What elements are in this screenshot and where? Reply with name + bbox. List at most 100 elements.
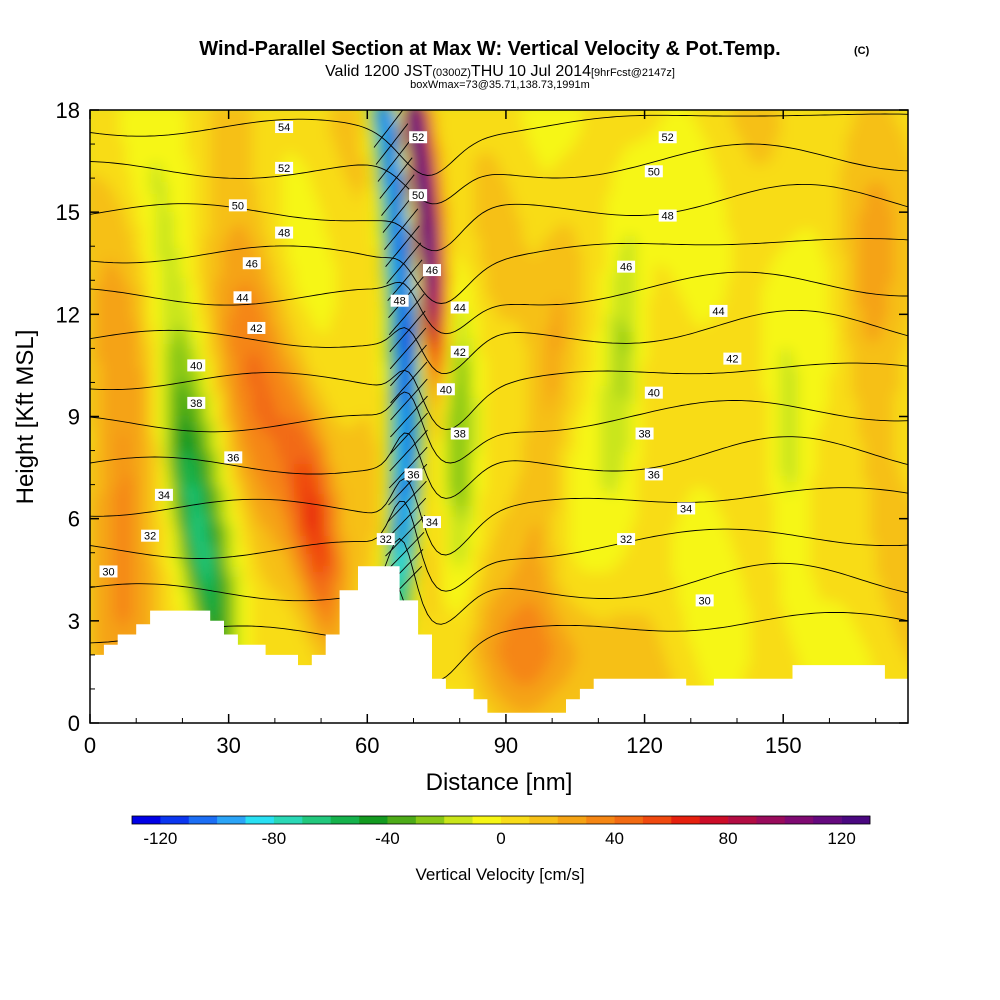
field-cell bbox=[216, 278, 223, 285]
field-cell bbox=[288, 236, 295, 243]
field-cell bbox=[894, 146, 901, 153]
field-cell bbox=[384, 128, 391, 135]
field-cell bbox=[816, 242, 823, 249]
field-cell bbox=[594, 272, 601, 279]
field-cell bbox=[522, 290, 529, 297]
field-cell bbox=[894, 254, 901, 261]
field-cell bbox=[744, 170, 751, 177]
field-cell bbox=[330, 188, 337, 195]
field-cell bbox=[684, 164, 691, 171]
field-cell bbox=[174, 170, 181, 177]
field-cell bbox=[696, 212, 703, 219]
field-cell bbox=[720, 284, 727, 291]
field-cell bbox=[186, 188, 193, 195]
field-cell bbox=[198, 128, 205, 135]
field-cell bbox=[336, 272, 343, 279]
field-cell bbox=[264, 116, 271, 123]
field-cell bbox=[864, 194, 871, 201]
field-cell bbox=[576, 278, 583, 285]
field-cell bbox=[864, 122, 871, 129]
field-cell bbox=[822, 314, 829, 321]
field-cell bbox=[564, 194, 571, 201]
field-cell bbox=[480, 284, 487, 291]
field-cell bbox=[390, 164, 397, 171]
field-cell bbox=[108, 284, 115, 291]
field-cell bbox=[762, 176, 769, 183]
field-cell bbox=[264, 128, 271, 135]
field-cell bbox=[162, 284, 169, 291]
field-cell bbox=[372, 218, 379, 225]
field-cell bbox=[870, 290, 877, 297]
field-cell bbox=[90, 308, 97, 315]
field-cell bbox=[648, 230, 655, 237]
field-cell bbox=[120, 248, 127, 255]
field-cell bbox=[870, 284, 877, 291]
field-cell bbox=[156, 170, 163, 177]
field-cell bbox=[498, 242, 505, 249]
field-cell bbox=[582, 116, 589, 123]
field-cell bbox=[570, 194, 577, 201]
field-cell bbox=[828, 170, 835, 177]
field-cell bbox=[606, 188, 613, 195]
field-cell bbox=[114, 290, 121, 297]
field-cell bbox=[426, 290, 433, 297]
field-cell bbox=[300, 134, 307, 141]
field-cell bbox=[912, 242, 919, 249]
field-cell bbox=[552, 212, 559, 219]
field-cell bbox=[168, 206, 175, 213]
field-cell bbox=[180, 176, 187, 183]
field-cell bbox=[270, 296, 277, 303]
field-cell bbox=[174, 260, 181, 267]
field-cell bbox=[102, 308, 109, 315]
field-cell bbox=[678, 212, 685, 219]
field-cell bbox=[618, 314, 625, 321]
field-cell bbox=[192, 284, 199, 291]
field-cell bbox=[756, 314, 763, 321]
field-cell bbox=[330, 206, 337, 213]
field-cell bbox=[504, 128, 511, 135]
field-cell bbox=[138, 146, 145, 153]
field-cell bbox=[390, 122, 397, 129]
field-cell bbox=[564, 224, 571, 231]
field-cell bbox=[588, 296, 595, 303]
field-cell bbox=[846, 134, 853, 141]
field-cell bbox=[870, 188, 877, 195]
field-cell bbox=[840, 122, 847, 129]
field-cell bbox=[438, 212, 445, 219]
field-cell bbox=[672, 224, 679, 231]
field-cell bbox=[384, 290, 391, 297]
field-cell bbox=[798, 314, 805, 321]
field-cell bbox=[264, 248, 271, 255]
field-cell bbox=[120, 134, 127, 141]
field-cell bbox=[720, 248, 727, 255]
field-cell bbox=[216, 122, 223, 129]
field-cell bbox=[612, 266, 619, 273]
field-cell bbox=[510, 140, 517, 147]
field-cell bbox=[324, 230, 331, 237]
field-cell bbox=[786, 188, 793, 195]
field-cell bbox=[150, 212, 157, 219]
field-cell bbox=[576, 290, 583, 297]
field-cell bbox=[492, 158, 499, 165]
field-cell bbox=[306, 242, 313, 249]
field-cell bbox=[456, 212, 463, 219]
field-cell bbox=[546, 200, 553, 207]
field-cell bbox=[636, 164, 643, 171]
field-cell bbox=[588, 134, 595, 141]
field-cell bbox=[228, 194, 235, 201]
field-cell bbox=[756, 110, 763, 117]
field-cell bbox=[744, 284, 751, 291]
field-cell bbox=[516, 302, 523, 309]
field-cell bbox=[186, 140, 193, 147]
field-cell bbox=[330, 296, 337, 303]
field-cell bbox=[468, 176, 475, 183]
field-cell bbox=[786, 284, 793, 291]
field-cell bbox=[528, 146, 535, 153]
field-cell bbox=[588, 176, 595, 183]
field-cell bbox=[768, 236, 775, 243]
field-cell bbox=[270, 260, 277, 267]
field-cell bbox=[396, 236, 403, 243]
field-cell bbox=[150, 236, 157, 243]
field-cell bbox=[348, 170, 355, 177]
field-cell bbox=[534, 308, 541, 315]
